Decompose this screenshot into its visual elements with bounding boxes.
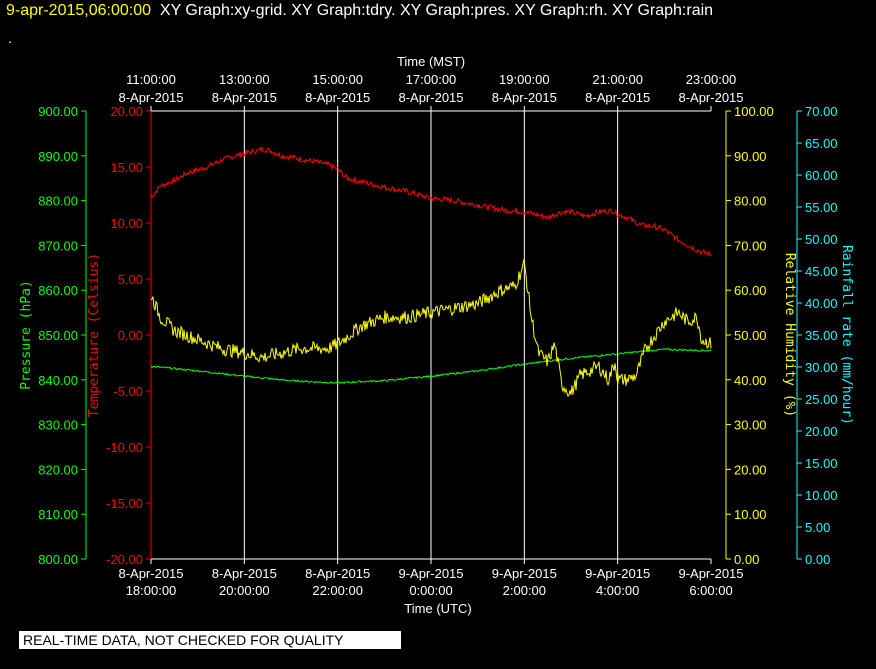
pressure-axis-label: Pressure (hPa)	[19, 280, 34, 390]
pressure-tick-label: 810.00	[38, 507, 78, 522]
rain-tick-label: 5.00	[805, 520, 830, 535]
top-tick-time: 23:00:00	[686, 72, 737, 87]
bottom-tick-time: 18:00:00	[126, 583, 177, 598]
humidity-tick-label: 20.00	[734, 462, 767, 477]
humidity-tick-label: 0.00	[734, 552, 759, 567]
temperature-tick-label: 10.00	[110, 216, 143, 231]
bottom-tick-time: 22:00:00	[312, 583, 363, 598]
pressure-tick-label: 860.00	[38, 283, 78, 298]
rain-tick-label: 70.00	[805, 104, 838, 119]
status-dot: .	[8, 30, 12, 46]
graph-title: 9-apr-2015,06:00:00 XY Graph:xy-grid. XY…	[6, 2, 713, 20]
rain-tick-label: 25.00	[805, 392, 838, 407]
temperature-tick-label: -10.00	[106, 440, 143, 455]
pressure-tick-label: 800.00	[38, 552, 78, 567]
pressure-tick-label: 850.00	[38, 328, 78, 343]
bottom-tick-date: 9-Apr-2015	[585, 566, 650, 581]
top-axis-label: Time (MST)	[397, 54, 465, 69]
top-tick-date: 8-Apr-2015	[492, 90, 557, 105]
rain-tick-label: 40.00	[805, 296, 838, 311]
rain-tick-label: 10.00	[805, 488, 838, 503]
humidity-tick-label: 90.00	[734, 149, 767, 164]
bottom-tick-time: 2:00:00	[503, 583, 546, 598]
rain-tick-label: 55.00	[805, 200, 838, 215]
bottom-tick-time: 20:00:00	[219, 583, 270, 598]
humidity-tick-label: 40.00	[734, 373, 767, 388]
rain-axis-label: Rainfall rate (mm/hour)	[839, 245, 854, 425]
bottom-tick-date: 9-Apr-2015	[398, 566, 463, 581]
pressure-tick-label: 840.00	[38, 373, 78, 388]
rain-tick-label: 60.00	[805, 168, 838, 183]
rain-tick-label: 65.00	[805, 136, 838, 151]
temperature-tick-label: 0.00	[118, 328, 143, 343]
bottom-tick-date: 8-Apr-2015	[305, 566, 370, 581]
quality-notice: REAL-TIME DATA, NOT CHECKED FOR QUALITY	[19, 631, 401, 649]
top-tick-date: 8-Apr-2015	[118, 90, 183, 105]
temperature-tick-label: -5.00	[113, 384, 143, 399]
top-tick-time: 11:00:00	[126, 72, 176, 87]
bottom-tick-time: 4:00:00	[596, 583, 639, 598]
tdry-series-line	[150, 145, 712, 258]
rain-tick-label: 50.00	[805, 232, 838, 247]
temperature-tick-label: -15.00	[106, 496, 143, 511]
pressure-tick-label: 820.00	[38, 462, 78, 477]
rh-series-line	[150, 258, 712, 398]
pressure-tick-label: 830.00	[38, 418, 78, 433]
pressure-tick-label: 890.00	[38, 149, 78, 164]
top-tick-time: 21:00:00	[592, 72, 643, 87]
humidity-tick-label: 70.00	[734, 238, 767, 253]
pres-series-line	[150, 347, 712, 385]
humidity-tick-label: 100.00	[734, 104, 774, 119]
bottom-axis-label: Time (UTC)	[404, 601, 471, 616]
top-tick-date: 8-Apr-2015	[212, 90, 277, 105]
rain-tick-label: 30.00	[805, 360, 838, 375]
humidity-tick-label: 30.00	[734, 418, 767, 433]
rain-tick-label: 45.00	[805, 264, 838, 279]
bottom-tick-date: 8-Apr-2015	[212, 566, 277, 581]
bottom-tick-date: 9-Apr-2015	[492, 566, 557, 581]
temperature-tick-label: 20.00	[110, 104, 143, 119]
rain-tick-label: 0.00	[805, 552, 830, 567]
top-tick-time: 19:00:00	[499, 72, 550, 87]
pressure-tick-label: 870.00	[38, 238, 78, 253]
humidity-tick-label: 50.00	[734, 328, 767, 343]
humidity-axis-label: Relative Humidity (%)	[782, 253, 797, 417]
bottom-tick-date: 8-Apr-2015	[118, 566, 183, 581]
top-tick-date: 8-Apr-2015	[678, 90, 743, 105]
rain-tick-label: 15.00	[805, 456, 838, 471]
temperature-tick-label: 5.00	[118, 272, 143, 287]
temperature-tick-label: 15.00	[110, 160, 143, 175]
graph-layers: XY Graph:xy-grid. XY Graph:tdry. XY Grap…	[159, 2, 714, 19]
bottom-tick-time: 6:00:00	[689, 583, 732, 598]
bottom-tick-time: 0:00:00	[409, 583, 452, 598]
top-tick-date: 8-Apr-2015	[305, 90, 370, 105]
humidity-tick-label: 80.00	[734, 194, 767, 209]
bottom-tick-date: 9-Apr-2015	[678, 566, 743, 581]
rain-tick-label: 20.00	[805, 424, 838, 439]
top-tick-date: 8-Apr-2015	[398, 90, 463, 105]
temperature-tick-label: -20.00	[106, 552, 143, 567]
humidity-tick-label: 60.00	[734, 283, 767, 298]
pressure-tick-label: 880.00	[38, 194, 78, 209]
top-tick-time: 15:00:00	[312, 72, 363, 87]
rain-tick-label: 35.00	[805, 328, 838, 343]
temperature-axis-label: Temperature (Celsius)	[87, 253, 102, 417]
graph-date: 9-apr-2015,06:00:00	[6, 2, 151, 19]
pressure-tick-label: 900.00	[38, 104, 78, 119]
top-tick-date: 8-Apr-2015	[585, 90, 650, 105]
top-tick-time: 17:00:00	[406, 72, 457, 87]
top-tick-time: 13:00:00	[219, 72, 270, 87]
humidity-tick-label: 10.00	[734, 507, 767, 522]
